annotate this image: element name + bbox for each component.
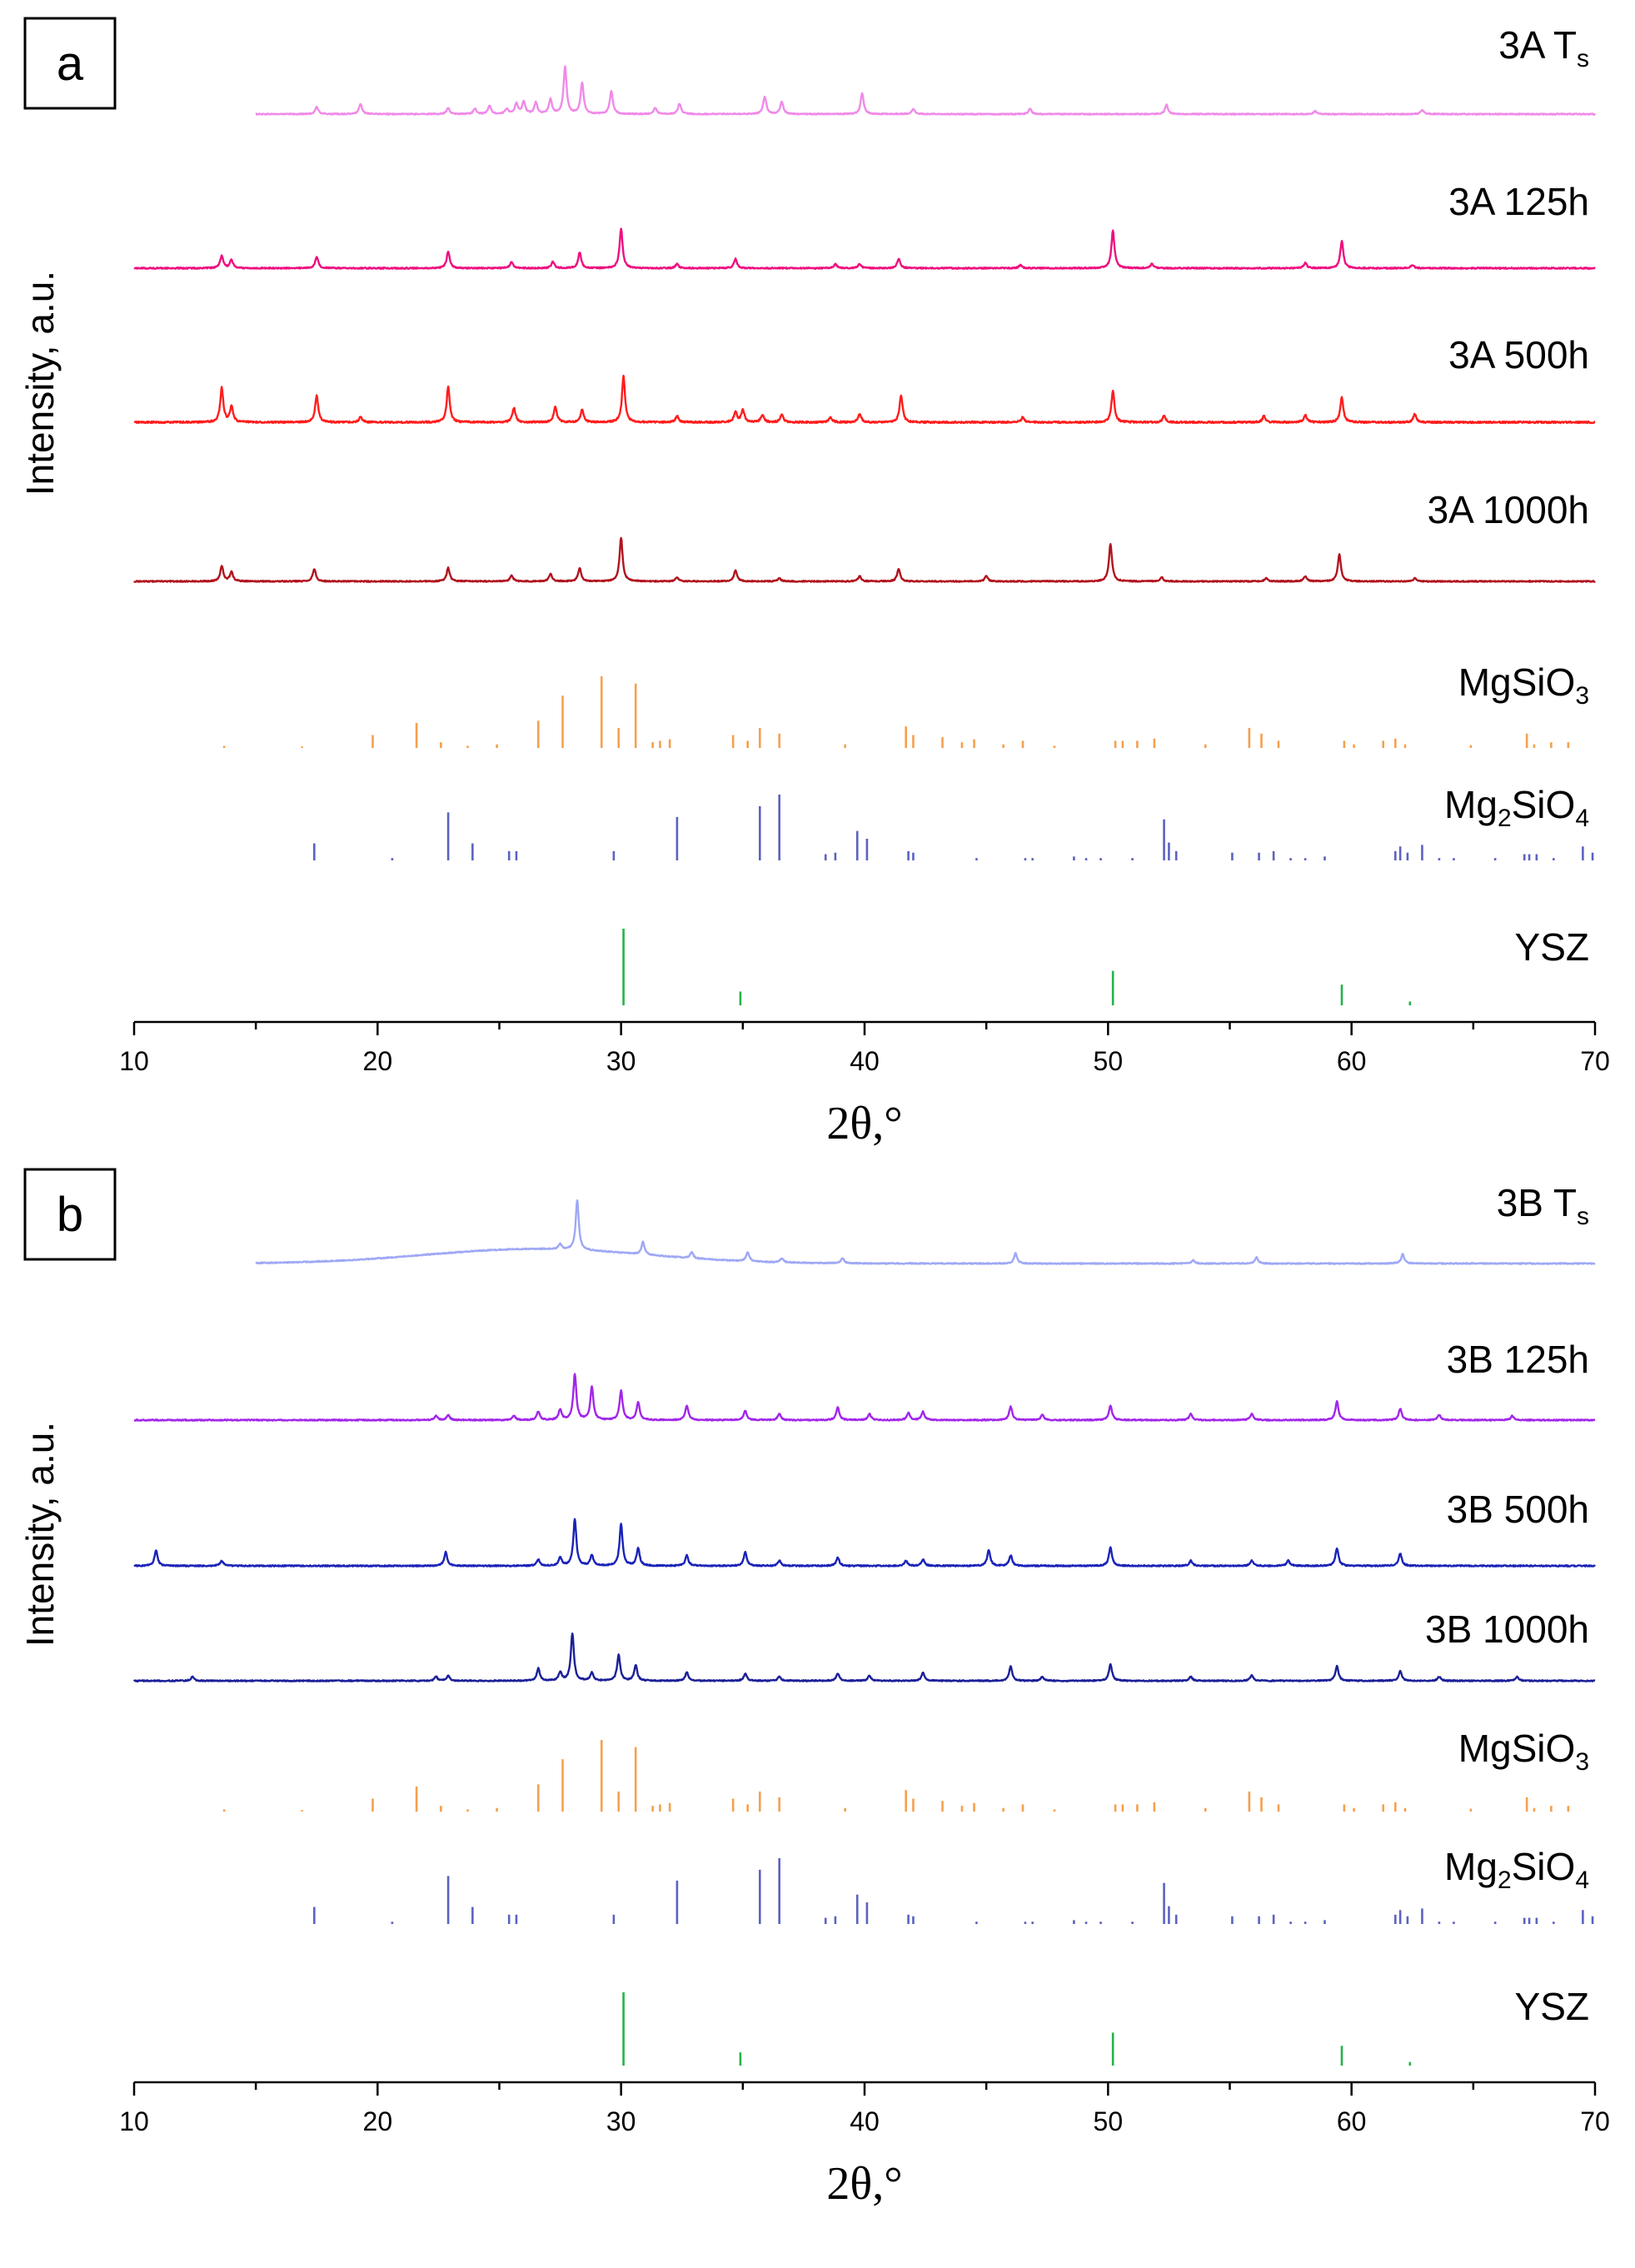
trace-line-3a-1000h [133, 536, 1596, 583]
trace-label-3a-500h: 3A 500h [1448, 333, 1589, 376]
trace-line-3a-500h [133, 374, 1596, 425]
y-axis-title: Intensity, a.u. [18, 1422, 62, 1647]
trace-line-3b-500h [133, 1518, 1596, 1568]
reference-label-mg2sio4: Mg2SiO4 [1444, 1845, 1589, 1894]
trace-line-3b-1000h [132, 1632, 1596, 1682]
x-tick-label: 30 [606, 1046, 636, 1076]
reference-label-mgsio3-label-sub: 3 [1575, 682, 1589, 710]
trace-label-3a-ts-label-sub: s [1577, 45, 1589, 72]
reference-label-mgsio3-label-sub: 3 [1575, 1748, 1589, 1776]
trace-label-3a-1000h: 3A 1000h [1428, 488, 1589, 531]
reference-label-mg2sio4-label-sub2: 4 [1575, 805, 1589, 832]
x-tick-label: 20 [363, 1046, 393, 1076]
trace-label-3a-125h-label-main: 3A 125h [1448, 180, 1589, 223]
x-tick-label: 10 [119, 2106, 149, 2136]
reference-label-mgsio3-label-main: MgSiO [1458, 1727, 1576, 1770]
x-tick-label: 70 [1580, 1046, 1610, 1076]
x-tick-label: 40 [850, 1046, 880, 1076]
trace-label-3a-ts: 3A Ts [1498, 23, 1589, 72]
panel-letter-box [23, 1168, 117, 1261]
x-tick-label: 50 [1094, 1046, 1124, 1076]
panel-letter: a [57, 37, 84, 91]
y-axis-title: Intensity, a.u. [18, 271, 62, 496]
trace-label-3a-ts-label-main: 3A T [1498, 23, 1577, 67]
reference-label-mg2sio4-label-main: Mg [1444, 1845, 1498, 1888]
reference-mgsio3 [222, 1740, 1570, 1812]
x-tick-label: 40 [850, 2106, 880, 2136]
reference-mg2sio4 [313, 794, 1594, 860]
trace-label-3b-500h-label-main: 3B 500h [1447, 1488, 1589, 1531]
reference-label-mg2sio4-label-sub: 2 [1498, 1867, 1512, 1894]
reference-label-ysz: YSZ [1515, 925, 1589, 969]
reference-mgsio3 [222, 676, 1570, 748]
panel-a: a Intensity, a.u. 3A Ts 3A 125h 3A 500h 3A 10… [18, 17, 1610, 1149]
reference-mg2sio4 [313, 1857, 1594, 1924]
reference-label-mg2sio4: Mg2SiO4 [1444, 783, 1589, 832]
reference-label-mg2sio4-label-main2: SiO [1512, 783, 1576, 826]
x-tick-label: 30 [606, 2106, 636, 2136]
reference-ysz [622, 1992, 1412, 2066]
trace-label-3a-125h: 3A 125h [1448, 180, 1589, 223]
trace-label-3b-125h: 3B 125h [1447, 1338, 1589, 1381]
trace-line-3b-ts [255, 1199, 1596, 1265]
x-tick-label: 20 [363, 2106, 393, 2136]
reference-label-ysz-label-main: YSZ [1515, 925, 1589, 969]
reference-label-ysz-label-main: YSZ [1515, 1985, 1589, 2028]
trace-line-3b-125h [133, 1373, 1596, 1422]
trace-label-3b-ts-label-main: 3B T [1497, 1181, 1577, 1224]
trace-label-3b-ts: 3B Ts [1497, 1181, 1589, 1230]
trace-label-3b-ts-label-sub: s [1577, 1203, 1589, 1230]
trace-label-3b-1000h: 3B 1000h [1425, 1608, 1589, 1651]
trace-line-3a-ts [255, 65, 1597, 116]
reference-label-mg2sio4-label-sub2: 4 [1575, 1867, 1589, 1894]
trace-label-3b-125h-label-main: 3B 125h [1447, 1338, 1589, 1381]
panel-b: b Intensity, a.u. 3B Ts 3B 125h 3B 500h 3B 10… [18, 1168, 1610, 2210]
trace-label-3b-1000h-label-main: 3B 1000h [1425, 1608, 1589, 1651]
trace-label-3a-500h-label-main: 3A 500h [1448, 333, 1589, 376]
x-axis-title: 2θ,° [826, 2158, 902, 2210]
trace-line-3a-125h [133, 227, 1596, 270]
x-axis-title: 2θ,° [826, 1098, 902, 1149]
reference-ysz [622, 929, 1412, 1005]
trace-label-3b-500h: 3B 500h [1447, 1488, 1589, 1531]
reference-label-mg2sio4-label-sub: 2 [1498, 805, 1512, 832]
x-tick-label: 10 [119, 1046, 149, 1076]
x-tick-label: 60 [1337, 1046, 1367, 1076]
reference-label-mg2sio4-label-main: Mg [1444, 783, 1498, 826]
reference-label-ysz: YSZ [1515, 1985, 1589, 2028]
reference-label-mg2sio4-label-main2: SiO [1512, 1845, 1576, 1888]
reference-label-mgsio3-label-main: MgSiO [1458, 660, 1576, 704]
panel-letter-box [23, 17, 117, 110]
x-tick-label: 60 [1337, 2106, 1367, 2136]
x-tick-label: 50 [1094, 2106, 1124, 2136]
x-tick-label: 70 [1580, 2106, 1610, 2136]
trace-label-3a-1000h-label-main: 3A 1000h [1428, 488, 1589, 531]
reference-label-mgsio3: MgSiO3 [1458, 660, 1589, 710]
panel-letter: b [57, 1188, 83, 1242]
reference-label-mgsio3: MgSiO3 [1458, 1727, 1589, 1776]
